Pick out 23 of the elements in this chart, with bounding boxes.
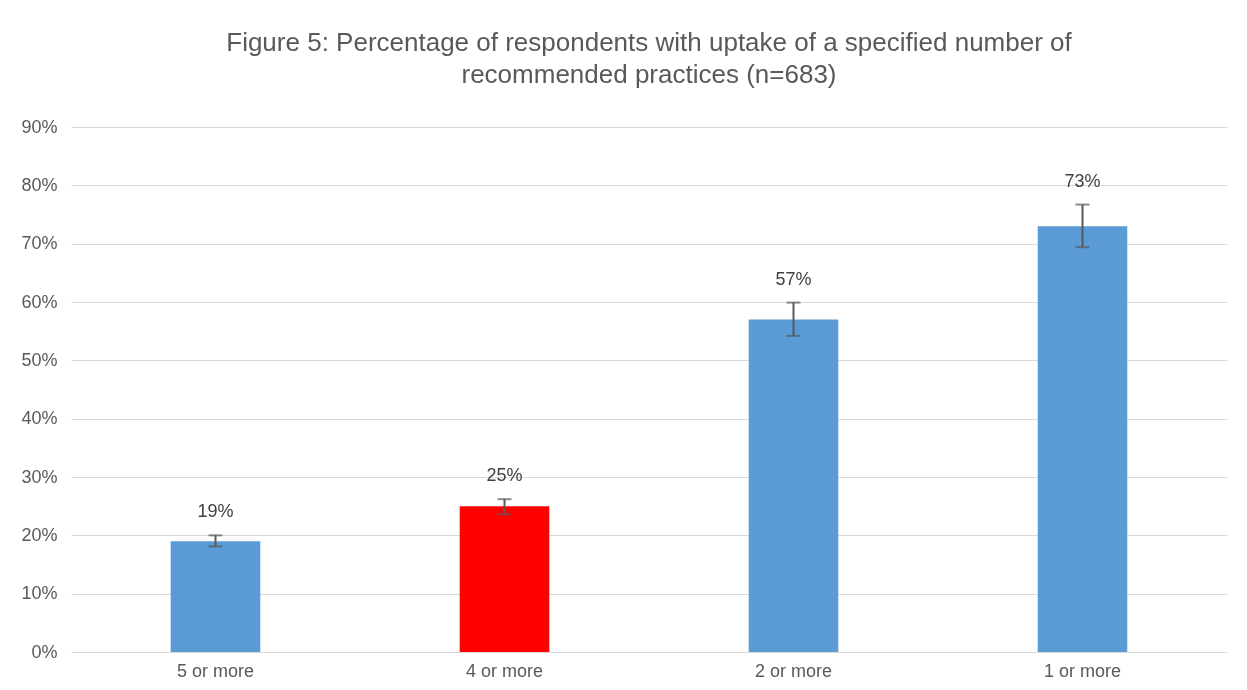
y-tick-label: 10%	[21, 583, 58, 604]
data-label: 73%	[1064, 170, 1101, 191]
x-tick-label: 1 or more	[1043, 660, 1122, 681]
y-tick-label: 60%	[21, 291, 58, 312]
data-label: 57%	[775, 268, 812, 289]
bar	[748, 319, 839, 652]
chart-title: Figure 5: Percentage of respondents with uptake of a specified number of recommended practices (n=683)	[226, 27, 1073, 89]
y-tick-label: 70%	[21, 233, 58, 254]
y-tick-label: 40%	[21, 408, 58, 429]
bar	[459, 506, 550, 652]
data-label: 25%	[486, 465, 523, 486]
y-tick-label: 80%	[21, 174, 58, 195]
x-tick-label: 5 or more	[176, 660, 255, 681]
y-tick-label: 90%	[21, 116, 58, 137]
y-tick-label: 50%	[21, 349, 58, 370]
y-tick-label: 0%	[31, 641, 58, 662]
y-tick-label: 30%	[21, 466, 58, 487]
y-tick-label: 20%	[21, 524, 58, 545]
bar	[1037, 226, 1128, 652]
bar	[170, 541, 261, 652]
x-tick-label: 4 or more	[465, 660, 544, 681]
x-tick-label: 2 or more	[754, 660, 833, 681]
data-label: 19%	[197, 501, 234, 522]
